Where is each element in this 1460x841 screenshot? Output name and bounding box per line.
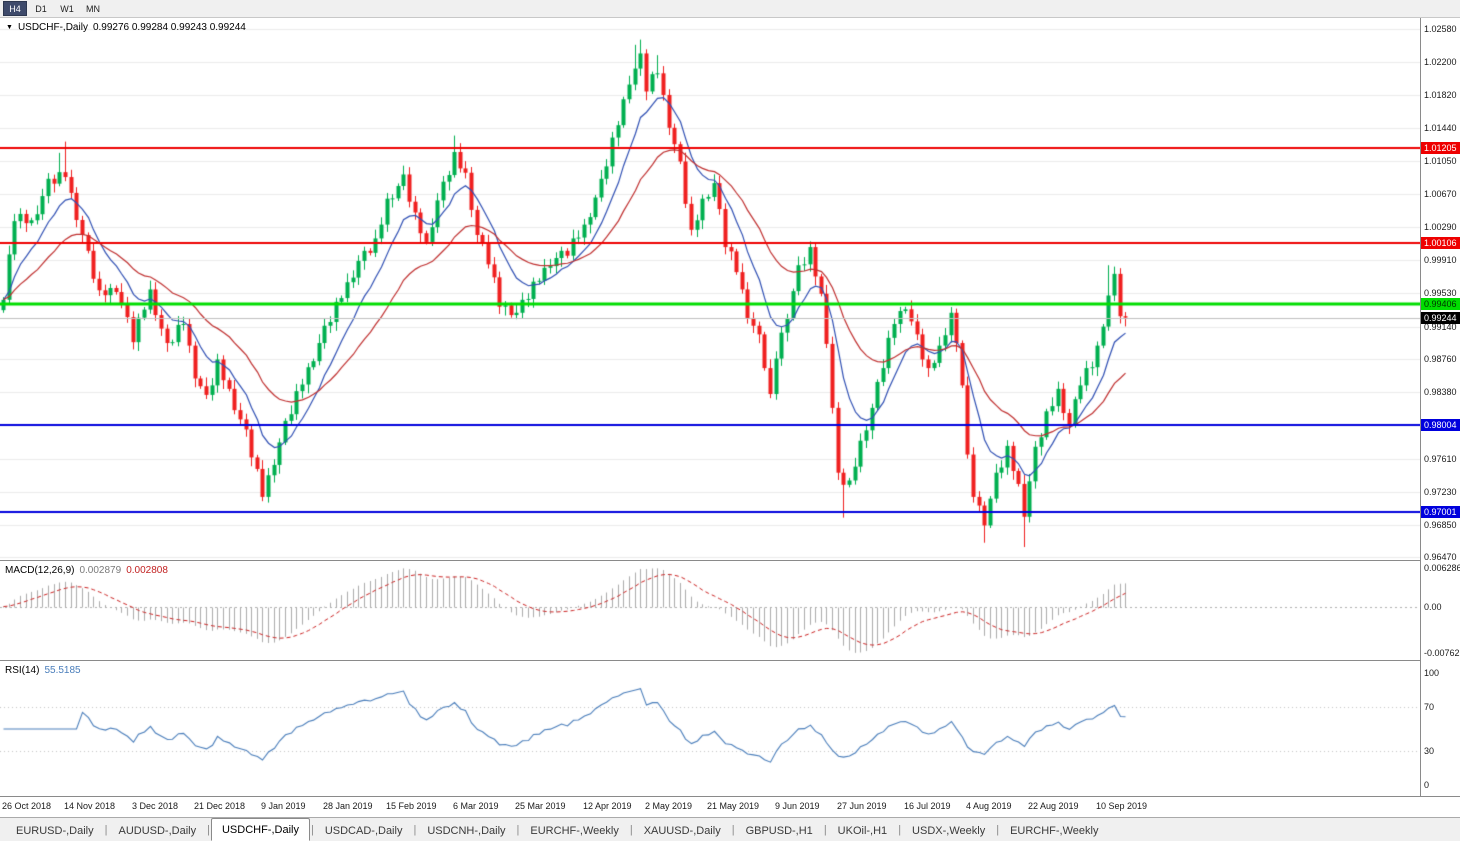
date-axis-label: 12 Apr 2019 bbox=[583, 801, 632, 811]
price-badge: 0.98004 bbox=[1421, 418, 1460, 431]
price-axis-label: 0.98760 bbox=[1424, 354, 1457, 365]
date-axis-label: 21 Dec 2018 bbox=[194, 801, 246, 811]
price-badge: 0.99244 bbox=[1421, 311, 1460, 324]
chart-tab-xauusd-daily[interactable]: XAUUSD-,Daily bbox=[643, 824, 721, 837]
date-axis-label: 10 Sep 2019 bbox=[1096, 801, 1148, 811]
date-axis-label: 22 Aug 2019 bbox=[1028, 801, 1079, 811]
tab-divider: | bbox=[413, 823, 417, 836]
pane-separator[interactable] bbox=[0, 560, 1460, 561]
rsi-name: RSI(14) bbox=[5, 665, 40, 676]
chart-quote-line: 0.99276 0.99284 0.99243 0.99244 bbox=[92, 22, 246, 33]
timeframe-button-mn[interactable]: MN bbox=[86, 3, 100, 14]
chart-tab-ukoil-h1[interactable]: UKOil-,H1 bbox=[837, 824, 888, 837]
timeframe-toolbar: H4 D1 W1 MN bbox=[0, 0, 1460, 18]
rsi-pane-canvas[interactable] bbox=[0, 661, 1420, 796]
pane-separator bbox=[0, 796, 1460, 797]
chart-tab-usdx-weekly[interactable]: USDX-,Weekly bbox=[912, 824, 986, 837]
price-axis-label: 0.97610 bbox=[1424, 453, 1457, 464]
chart-tabs-bar: EURUSD-,Daily | AUDUSD-,Daily | USDCHF-,Dail… bbox=[0, 817, 1460, 841]
macd-axis-label: 0.006286 bbox=[1424, 563, 1460, 574]
rsi-value: 55.5185 bbox=[44, 665, 81, 676]
macd-pane-canvas[interactable] bbox=[0, 561, 1420, 660]
macd-axis-label: 0.00 bbox=[1424, 601, 1442, 612]
price-axis-label: 1.02200 bbox=[1424, 57, 1457, 68]
macd-signal-value: 0.002808 bbox=[126, 565, 168, 576]
price-axis-label: 0.98380 bbox=[1424, 387, 1457, 398]
date-axis[interactable]: 26 Oct 2018 14 Nov 2018 3 Dec 2018 21 Dec 2… bbox=[0, 797, 1460, 817]
date-axis-label: 26 Oct 2018 bbox=[2, 801, 52, 811]
price-axis-label: 0.99140 bbox=[1424, 321, 1457, 332]
date-axis-label: 27 Jun 2019 bbox=[837, 801, 887, 811]
chart-tab-usdcnh-daily[interactable]: USDCNH-,Daily bbox=[427, 824, 506, 837]
date-axis-label: 14 Nov 2018 bbox=[64, 801, 116, 811]
macd-axis-label: -0.00762 bbox=[1424, 647, 1460, 658]
chart-tab-usdchf-daily[interactable]: USDCHF-,Daily bbox=[210, 818, 310, 841]
pane-separator[interactable] bbox=[0, 660, 1460, 661]
tab-divider: | bbox=[629, 823, 633, 836]
price-axis-label: 0.99530 bbox=[1424, 287, 1457, 298]
price-badge: 1.00106 bbox=[1421, 237, 1460, 250]
timeframe-button-h4[interactable]: H4 bbox=[3, 1, 27, 16]
date-axis-label: 28 Jan 2019 bbox=[323, 801, 373, 811]
price-axis-label: 1.00670 bbox=[1424, 189, 1457, 200]
price-badge: 0.99406 bbox=[1421, 297, 1460, 310]
date-axis-label: 16 Jul 2019 bbox=[904, 801, 951, 811]
price-axis-label: 1.01050 bbox=[1424, 156, 1457, 167]
price-axis-label: 1.02580 bbox=[1424, 24, 1457, 35]
tab-divider: | bbox=[310, 823, 314, 836]
tab-divider: | bbox=[516, 823, 520, 836]
date-axis-label: 6 Mar 2019 bbox=[453, 801, 499, 811]
rsi-axis-label: 0 bbox=[1424, 780, 1430, 790]
chart-tab-eurchf-weekly[interactable]: EURCHF-,Weekly bbox=[1010, 824, 1099, 837]
rsi-indicator-label: RSI(14) 55.5185 bbox=[5, 665, 81, 676]
date-axis-label: 9 Jan 2019 bbox=[261, 801, 306, 811]
tab-divider: | bbox=[823, 823, 827, 836]
tab-divider: | bbox=[104, 823, 108, 836]
date-axis-label: 2 May 2019 bbox=[645, 801, 693, 811]
price-badge: 0.97001 bbox=[1421, 505, 1460, 518]
chart-tab-eurchf-weekly[interactable]: EURCHF-,Weekly bbox=[530, 824, 619, 837]
rsi-axis-label: 30 bbox=[1424, 746, 1435, 757]
chart-tab-gbpusd-h1[interactable]: GBPUSD-,H1 bbox=[745, 824, 813, 837]
chart-tab-eurusd-daily[interactable]: EURUSD-,Daily bbox=[16, 824, 94, 837]
date-axis-label: 25 Mar 2019 bbox=[515, 801, 566, 811]
price-axis[interactable]: 1.02580 1.02200 1.01820 1.01440 1.01050 1.006… bbox=[1420, 18, 1460, 796]
chart-dropdown-icon[interactable]: ▼ bbox=[6, 23, 13, 31]
price-axis-label: 1.01440 bbox=[1424, 122, 1457, 133]
price-chart-canvas[interactable] bbox=[0, 18, 1420, 560]
date-axis-label: 9 Jun 2019 bbox=[775, 801, 820, 811]
chart-tab-audusd-daily[interactable]: AUDUSD-,Daily bbox=[118, 824, 197, 837]
price-axis-label: 0.99910 bbox=[1424, 255, 1457, 266]
price-axis-label: 1.01820 bbox=[1424, 89, 1457, 100]
price-axis-label: 0.97230 bbox=[1424, 486, 1457, 497]
tab-divider: | bbox=[207, 823, 210, 836]
chart-tab-usdcad-daily[interactable]: USDCAD-,Daily bbox=[324, 824, 403, 837]
date-axis-label: 15 Feb 2019 bbox=[386, 801, 437, 811]
price-axis-label: 1.00290 bbox=[1424, 222, 1457, 233]
price-badge: 1.01205 bbox=[1421, 142, 1460, 155]
chart-title: ▼ USDCHF-,Daily 0.99276 0.99284 0.99243 … bbox=[6, 22, 246, 33]
tab-divider: | bbox=[996, 823, 1000, 836]
rsi-axis-label: 100 bbox=[1424, 668, 1440, 678]
tab-divider: | bbox=[731, 823, 735, 836]
tab-divider: | bbox=[898, 823, 902, 836]
rsi-axis-label: 70 bbox=[1424, 701, 1435, 712]
price-axis-label: 0.96850 bbox=[1424, 519, 1457, 530]
timeframe-button-w1[interactable]: W1 bbox=[60, 3, 74, 14]
date-axis-label: 4 Aug 2019 bbox=[966, 801, 1012, 811]
price-axis-label: 0.96470 bbox=[1424, 552, 1457, 563]
macd-name: MACD(12,26,9) bbox=[5, 565, 75, 576]
timeframe-button-d1[interactable]: D1 bbox=[35, 3, 47, 14]
macd-indicator-label: MACD(12,26,9) 0.002879 0.002808 bbox=[5, 565, 168, 576]
macd-main-value: 0.002879 bbox=[79, 565, 122, 576]
date-axis-label: 21 May 2019 bbox=[707, 801, 760, 811]
chart-symbol-label: USDCHF-,Daily bbox=[17, 22, 88, 33]
date-axis-label: 3 Dec 2018 bbox=[132, 801, 179, 811]
